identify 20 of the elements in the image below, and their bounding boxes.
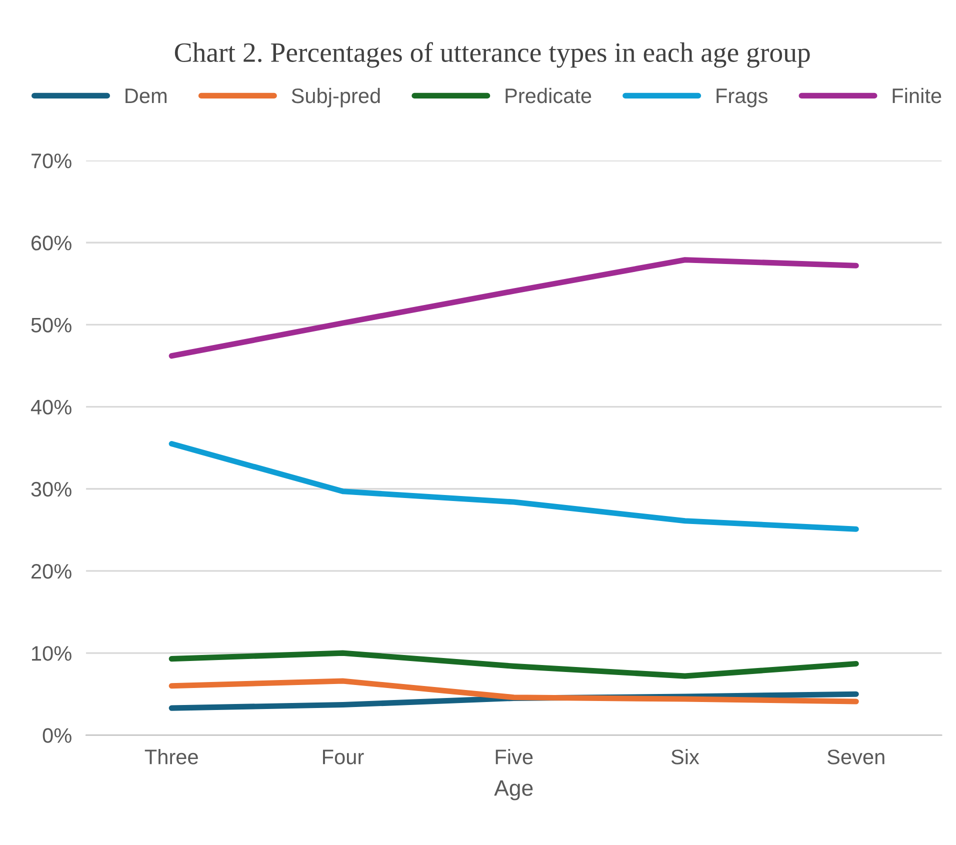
legend-label: Predicate [506,88,592,104]
y-tick-label: 30% [31,482,72,497]
x-tick-label: Six [671,749,700,764]
x-tick-label: Seven [828,750,884,764]
y-tick-label: 60% [32,236,72,250]
y-tick-label: 20% [32,564,72,579]
legend-label: Dem [126,88,166,104]
x-tick-label: Three [144,749,198,764]
y-tick-label: 70% [32,154,72,168]
y-tick-label: 50% [31,318,72,332]
y-tick-label: 40% [30,400,72,415]
legend-label: Subj-pred [292,88,380,108]
x-tick-label: Four [323,750,364,764]
y-tick-label: 0% [42,728,72,743]
y-tick-label: 10% [32,646,72,661]
chart-title: Chart 2. Percentages of utterance types in each age group [174,42,810,68]
legend-label: Finite [892,88,942,104]
legend-label: Frags [716,88,768,108]
x-axis-title: Age [494,780,533,800]
x-tick-label: Five [496,749,533,764]
